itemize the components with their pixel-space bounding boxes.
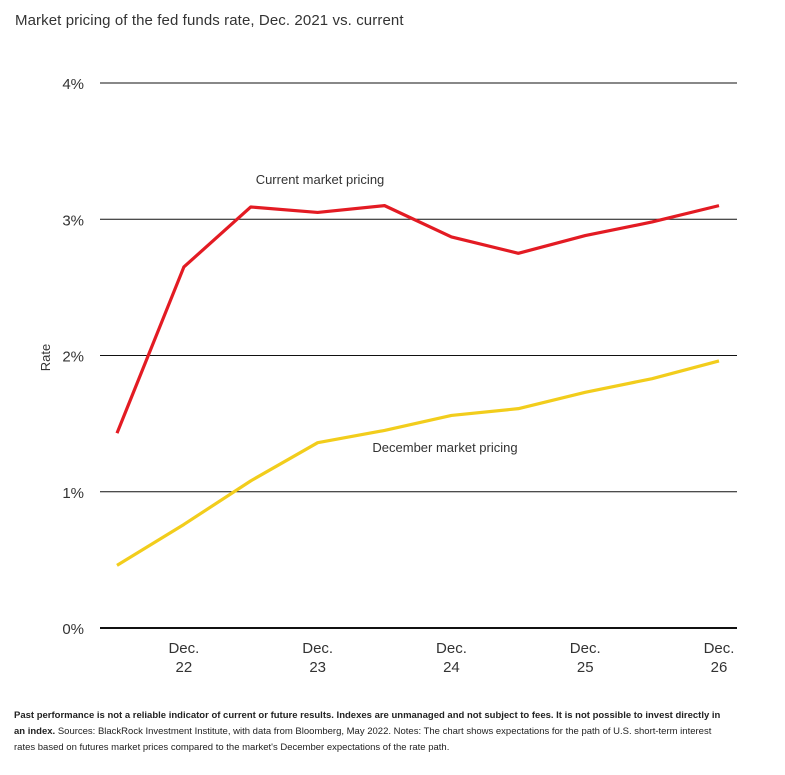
y-tick-label: 0%: [62, 621, 84, 638]
footnote-sources: Sources: BlackRock Investment Institute,…: [14, 726, 712, 753]
chart-svg: 0% 1% 2% 3% 4% Rate Dec. 22 Dec. 23 Dec. 24 Dec. 25 De…: [38, 76, 737, 676]
y-axis-label: Rate: [38, 344, 53, 371]
y-tick-label: 2%: [62, 349, 84, 366]
x-tick-label: Dec.: [168, 640, 199, 657]
footnote: Past performance is not a reliable indic…: [14, 708, 734, 756]
x-tick-label: Dec.: [302, 640, 333, 657]
series-line-december: [116, 359, 720, 567]
x-tick-label: 23: [309, 659, 326, 676]
series-line-current: [115, 204, 720, 434]
x-tick-label: 26: [711, 659, 728, 676]
series-label-current: Current market pricing: [256, 172, 385, 187]
x-tick-label: Dec.: [704, 640, 735, 657]
y-tick-label: 4%: [62, 76, 84, 93]
x-tick-label: 25: [577, 659, 594, 676]
series-label-december: December market pricing: [372, 440, 517, 455]
y-tick-label: 3%: [62, 212, 84, 229]
chart-title: Market pricing of the fed funds rate, De…: [15, 12, 404, 29]
footnote-disclaimer: Past performance is not a reliable indic…: [14, 710, 721, 737]
x-tick-label: 22: [176, 659, 193, 676]
y-tick-label: 1%: [62, 485, 84, 502]
x-tick-label: Dec.: [570, 640, 601, 657]
x-tick-label: 24: [443, 659, 460, 676]
x-tick-label: Dec.: [436, 640, 467, 657]
line-chart: 0% 1% 2% 3% 4% Rate Dec. 22 Dec. 23 Dec. 24 Dec. 25 De…: [0, 40, 785, 700]
